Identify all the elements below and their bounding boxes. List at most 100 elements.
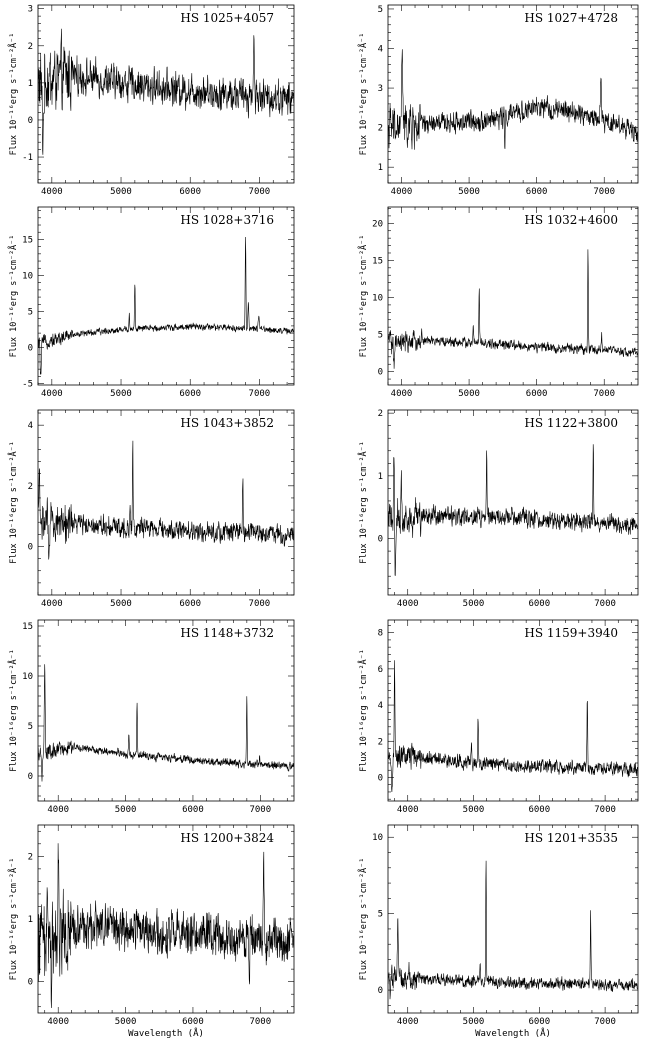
plot-frame: [387, 409, 639, 596]
y-tick-label: 1: [28, 79, 33, 89]
x-tick-label: 4000: [47, 1017, 69, 1027]
panel-title: HS 1148+3732: [180, 626, 274, 640]
y-tick-label: 5: [378, 331, 383, 341]
y-tick-label: 15: [22, 622, 33, 632]
y-tick-label: 1: [378, 472, 383, 482]
y-tick-label: 5: [378, 5, 383, 15]
y-tick-label: 3: [28, 5, 33, 15]
y-tick-label: 20: [372, 219, 383, 229]
panel-title: HS 1028+3716: [180, 213, 274, 227]
y-tick-label: 0: [28, 344, 33, 354]
x-tick-label: 4000: [397, 805, 419, 815]
y-axis-label: Flux 10⁻¹⁶erg s⁻¹cm⁻²Å⁻¹: [7, 441, 19, 564]
x-tick-label: 5000: [463, 599, 485, 609]
y-tick-label: 4: [378, 45, 383, 55]
y-tick-label: 8: [378, 629, 383, 639]
plot-frame: [37, 619, 295, 802]
y-tick-label: 4: [378, 701, 383, 711]
panel-title: HS 1122+3800: [524, 416, 618, 430]
y-tick-label: 0: [28, 116, 33, 126]
x-tick-label: 5000: [110, 599, 132, 609]
y-axis-label: Flux 10⁻¹⁶erg s⁻¹cm⁻²Å⁻¹: [7, 649, 19, 772]
x-tick-label: 6000: [528, 805, 550, 815]
x-tick-label: 5000: [463, 1017, 485, 1027]
x-tick-label: 6000: [182, 1017, 204, 1027]
x-tick-label: 4000: [41, 599, 63, 609]
y-tick-label: 1: [28, 915, 33, 925]
y-tick-label: 2: [28, 852, 33, 862]
y-tick-label: 0: [28, 542, 33, 552]
y-tick-label: 0: [378, 368, 383, 378]
x-tick-label: 7000: [593, 187, 615, 197]
y-tick-label: 0: [28, 978, 33, 988]
y-axis-label: Flux 10⁻¹⁶erg s⁻¹cm⁻²Å⁻¹: [7, 33, 19, 156]
plot-frame: [37, 824, 295, 1014]
y-tick-label: 10: [372, 833, 383, 843]
y-tick-label: 2: [378, 409, 383, 419]
x-tick-label: 6000: [528, 1017, 550, 1027]
spectrum-line: [37, 236, 294, 375]
x-tick-label: 7000: [249, 389, 271, 399]
y-tick-label: 5: [28, 722, 33, 732]
plot-frame: [37, 4, 295, 184]
y-tick-label: 10: [372, 293, 383, 303]
panel-title: HS 1200+3824: [180, 831, 274, 845]
panel-title: HS 1159+3940: [524, 626, 618, 640]
plot-frame: [387, 206, 639, 386]
x-tick-label: 6000: [528, 599, 550, 609]
plot-frame: [387, 4, 639, 184]
spectrum-line: [37, 440, 294, 560]
spectrum-line: [37, 664, 294, 782]
spectrum-panel: 4000 5000 6000 7000 0 1 2 Flux 10⁻¹⁶erg s⁻¹cm⁻²…: [357, 409, 639, 609]
y-axis-label: Flux 10⁻¹⁶erg s⁻¹cm⁻²Å⁻¹: [7, 858, 19, 981]
y-tick-label: 15: [372, 256, 383, 266]
spectrum-panel: 4000 5000 6000 7000 0 5 10 Flux 10⁻¹⁶erg s⁻¹cm⁻…: [357, 824, 639, 1038]
x-tick-label: 7000: [594, 599, 616, 609]
x-tick-label: 6000: [179, 599, 201, 609]
y-axis-label: Flux 10⁻¹⁶erg s⁻¹cm⁻²Å⁻¹: [357, 858, 369, 981]
x-tick-label: 7000: [249, 187, 271, 197]
x-tick-label: 4000: [397, 1017, 419, 1027]
y-axis-label: Flux 10⁻¹⁶erg s⁻¹cm⁻²Å⁻¹: [357, 649, 369, 772]
y-tick-label: 2: [378, 737, 383, 747]
y-tick-label: 0: [28, 772, 33, 782]
y-tick-label: 5: [28, 307, 33, 317]
x-tick-label: 4000: [41, 187, 63, 197]
spectrum-panel: 4000 5000 6000 7000 0 2 4 Flux 10⁻¹⁶erg s⁻¹cm⁻²…: [7, 409, 295, 609]
x-axis-label: Wavelength (Å): [475, 1027, 551, 1038]
y-tick-label: 0: [378, 986, 383, 996]
y-tick-label: 2: [378, 124, 383, 134]
spectrum-line: [387, 660, 638, 793]
y-tick-label: 10: [22, 271, 33, 281]
x-axis-label: Wavelength (Å): [128, 1027, 204, 1038]
plot-frame: [37, 409, 295, 596]
y-tick-label: 6: [378, 665, 383, 675]
x-tick-label: 7000: [593, 389, 615, 399]
y-tick-label: 0: [378, 773, 383, 783]
panel-title: HS 1027+4728: [524, 11, 618, 25]
y-tick-label: -5: [22, 380, 33, 390]
x-tick-label: 5000: [458, 389, 480, 399]
x-tick-label: 4000: [47, 805, 69, 815]
spectrum-line: [387, 860, 638, 1000]
spectrum-panel: 4000 5000 6000 7000 0 5 10 15 Flux 10⁻¹⁶erg s⁻¹c…: [7, 619, 295, 815]
x-tick-label: 4000: [41, 389, 63, 399]
x-tick-label: 7000: [249, 599, 271, 609]
x-tick-label: 7000: [594, 1017, 616, 1027]
spectrum-line: [387, 444, 638, 577]
x-tick-label: 5000: [463, 805, 485, 815]
y-tick-label: -1: [22, 153, 33, 163]
spectrum-line: [387, 249, 638, 369]
x-tick-label: 6000: [526, 389, 548, 399]
y-axis-label: Flux 10⁻¹⁶erg s⁻¹cm⁻²Å⁻¹: [7, 235, 19, 358]
spectrum-panel: 4000 5000 6000 7000 -1 0 1 2 3 Flux 10⁻¹⁶erg s⁻¹c…: [7, 4, 295, 197]
y-axis-label: Flux 10⁻¹⁶erg s⁻¹cm⁻²Å⁻¹: [357, 441, 369, 564]
y-axis-label: Flux 10⁻¹⁶erg s⁻¹cm⁻²Å⁻¹: [357, 235, 369, 358]
x-tick-label: 5000: [115, 1017, 137, 1027]
x-tick-label: 5000: [110, 187, 132, 197]
y-tick-label: 1: [378, 163, 383, 173]
panel-title: HS 1025+4057: [180, 11, 274, 25]
